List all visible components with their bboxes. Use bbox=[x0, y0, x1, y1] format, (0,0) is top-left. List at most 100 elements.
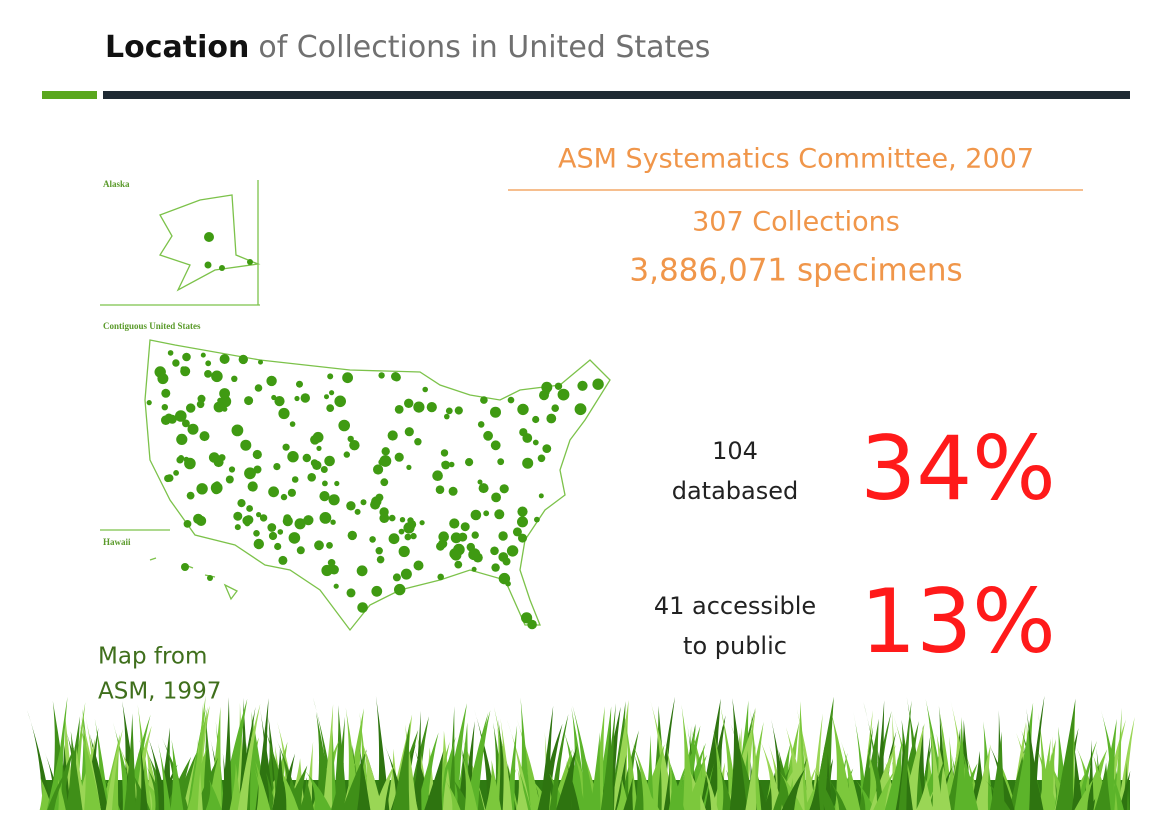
grass-blade bbox=[170, 739, 184, 810]
map-dot bbox=[326, 542, 333, 549]
grass-blade bbox=[773, 766, 791, 810]
grass-blade bbox=[1074, 778, 1094, 810]
total: 307 Collections bbox=[692, 207, 900, 238]
grass-blade bbox=[485, 759, 502, 810]
map: Alaska Contiguous United States Hawaii bbox=[100, 179, 611, 632]
map-dot bbox=[490, 406, 501, 418]
map-dot bbox=[278, 555, 288, 565]
map-dot bbox=[406, 464, 412, 470]
map-dot bbox=[184, 457, 196, 470]
map-dot bbox=[491, 563, 500, 572]
map-dot bbox=[460, 522, 470, 532]
map-dot bbox=[574, 403, 587, 416]
map-dots bbox=[146, 232, 604, 630]
grass-blade bbox=[424, 750, 444, 810]
map-dot bbox=[234, 524, 241, 531]
map-dot bbox=[444, 413, 450, 420]
map-dot bbox=[369, 536, 376, 543]
map-dot bbox=[327, 559, 336, 567]
grass-blade bbox=[549, 714, 569, 810]
grass-blade bbox=[79, 723, 101, 810]
map-dot bbox=[204, 370, 212, 378]
grass-blade bbox=[259, 703, 274, 810]
map-dot bbox=[438, 539, 448, 549]
grass-blade bbox=[416, 732, 439, 810]
map-dot bbox=[330, 519, 336, 525]
grass-blade bbox=[990, 731, 1005, 810]
stat-label: to public bbox=[683, 632, 787, 660]
grass-blade bbox=[222, 753, 230, 810]
map-dot bbox=[499, 484, 509, 494]
map-dot bbox=[542, 388, 550, 396]
grass-blade bbox=[954, 717, 967, 810]
grass-blade bbox=[810, 774, 821, 810]
grass-blade bbox=[461, 752, 478, 810]
map-dot bbox=[537, 454, 546, 463]
map-dot bbox=[379, 507, 389, 517]
map-dot bbox=[296, 380, 303, 388]
map-dot bbox=[278, 409, 288, 419]
map-label: Contiguous United States bbox=[103, 321, 201, 331]
grass-blade bbox=[1038, 738, 1051, 810]
map-dot bbox=[282, 443, 290, 451]
map-dot bbox=[207, 575, 213, 581]
grass-blade bbox=[205, 779, 222, 810]
map-dot bbox=[199, 431, 210, 442]
map-dot bbox=[522, 458, 531, 467]
map-dot bbox=[497, 458, 505, 466]
map-dot bbox=[242, 515, 252, 526]
map-dot bbox=[329, 390, 335, 396]
grass-blade bbox=[630, 738, 655, 810]
map-dot bbox=[282, 516, 293, 527]
map-dot bbox=[354, 508, 361, 515]
map-dot bbox=[303, 515, 314, 526]
map-dot bbox=[432, 470, 443, 482]
map-dot bbox=[505, 580, 511, 587]
grass-blade bbox=[156, 737, 171, 810]
map-dot bbox=[267, 523, 277, 532]
grass-blade bbox=[570, 698, 596, 810]
map-dot bbox=[449, 518, 460, 529]
grass-blade bbox=[322, 704, 334, 810]
map-dot bbox=[404, 533, 412, 541]
map-dot bbox=[375, 493, 384, 502]
map-dot bbox=[253, 530, 260, 537]
map-dot bbox=[394, 583, 406, 596]
grass-blade bbox=[357, 748, 371, 810]
source: ASM Systematics Committee, 2007 bbox=[558, 144, 1034, 175]
grass-blade bbox=[898, 700, 912, 810]
map-dot bbox=[557, 388, 570, 401]
map-dot bbox=[388, 514, 396, 522]
map-dot bbox=[211, 484, 221, 495]
map-dot bbox=[538, 493, 544, 499]
map-dot bbox=[244, 467, 256, 480]
map-dot bbox=[319, 512, 332, 524]
map-dot bbox=[307, 473, 317, 482]
map-dot bbox=[244, 396, 254, 406]
map-dot bbox=[399, 517, 406, 523]
grass-blade bbox=[685, 765, 703, 810]
map-dot bbox=[471, 566, 477, 572]
map-dot bbox=[246, 505, 254, 512]
map-dot bbox=[146, 400, 152, 406]
map-dot bbox=[268, 531, 278, 541]
grass-blade bbox=[1119, 770, 1131, 810]
map-dot bbox=[592, 378, 604, 390]
map-dot bbox=[247, 259, 253, 265]
map-dot bbox=[167, 350, 174, 356]
map-dot bbox=[219, 265, 225, 271]
map-dot bbox=[448, 461, 455, 468]
map-dot bbox=[180, 366, 186, 372]
map-dot bbox=[465, 458, 474, 467]
grass-blade bbox=[781, 768, 806, 810]
map-dot bbox=[440, 449, 449, 457]
grass-blade bbox=[1117, 717, 1135, 810]
map-dot bbox=[373, 464, 384, 475]
map-dot bbox=[219, 354, 230, 364]
map-credit: ASM, 1997 bbox=[98, 679, 221, 705]
map-dot bbox=[519, 428, 528, 437]
grass-blade bbox=[1055, 698, 1076, 810]
grass-blade bbox=[853, 776, 875, 810]
map-dot bbox=[291, 476, 299, 483]
grass-blade bbox=[392, 722, 410, 810]
